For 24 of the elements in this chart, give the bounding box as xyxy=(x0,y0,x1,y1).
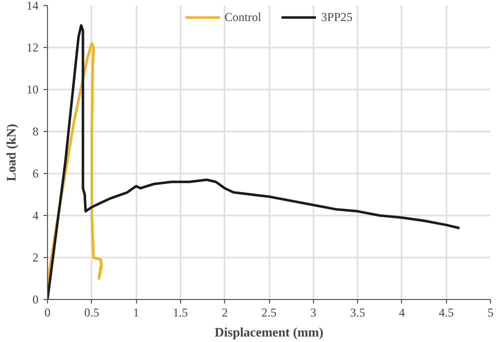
x-tick-label: 0.5 xyxy=(84,306,100,320)
y-tick-label: 0 xyxy=(32,292,38,306)
x-axis-title: Displacement (mm) xyxy=(214,324,324,340)
x-tick-label: 1.5 xyxy=(172,306,188,320)
x-tick-label: 5 xyxy=(488,306,494,320)
x-tick-label: 1 xyxy=(133,306,140,320)
x-tick-label: 4.5 xyxy=(438,306,454,320)
y-tick-label: 6 xyxy=(32,166,38,180)
x-tick-label: 3 xyxy=(310,306,316,320)
y-tick-label: 4 xyxy=(32,208,38,222)
x-tick-label: 2.5 xyxy=(262,306,276,320)
y-axis-title: Load (kN) xyxy=(4,124,18,182)
y-tick-label: 12 xyxy=(26,40,38,54)
y-tick-label: 10 xyxy=(26,82,38,96)
x-tick-label: 0 xyxy=(44,306,50,320)
legend-label: Control xyxy=(224,10,262,24)
y-tick-label: 14 xyxy=(26,0,38,12)
legend-label: 3PP25 xyxy=(321,10,353,24)
x-tick-label: 2 xyxy=(222,306,228,320)
y-tick-label: 8 xyxy=(32,124,38,138)
line-series xyxy=(48,24,461,300)
y-tick-label: 2 xyxy=(32,250,38,264)
x-tick-label: 3.5 xyxy=(350,306,366,320)
x-tick-label: 4 xyxy=(398,306,405,320)
